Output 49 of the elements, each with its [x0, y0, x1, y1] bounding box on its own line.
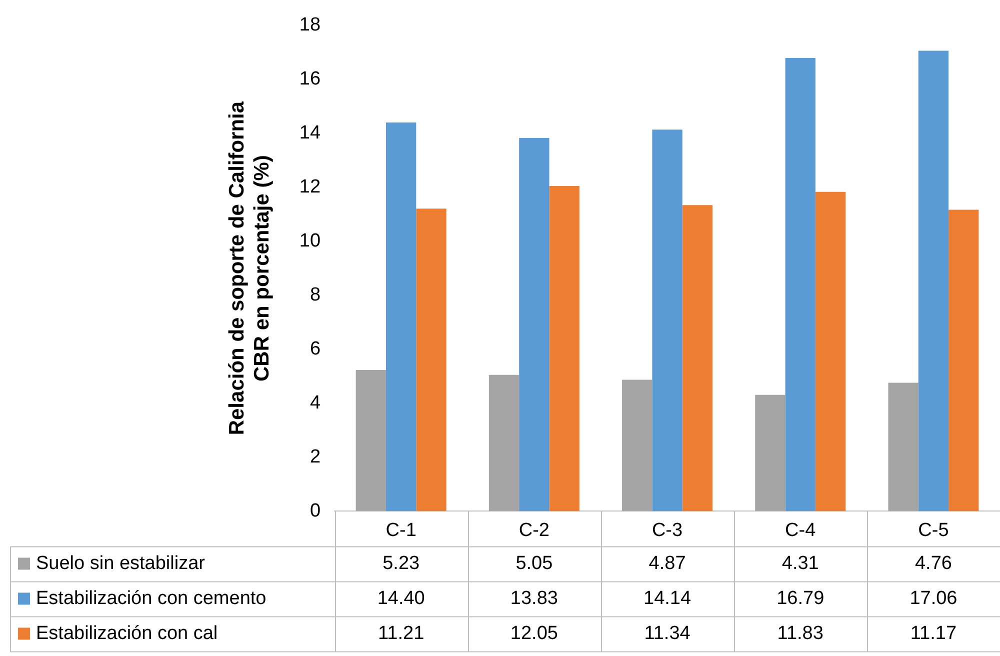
x-tick-label: C-2 [518, 520, 550, 541]
bar [652, 130, 682, 512]
y-tick-label: 8 [310, 284, 321, 306]
data-label: 11.83 [777, 622, 824, 644]
y-tick-label: 18 [299, 14, 321, 36]
data-label: 11.17 [910, 622, 957, 644]
y-tick-label: 0 [310, 500, 321, 522]
bar [682, 205, 713, 512]
y-axis-title: Relación de soporte de California CBR en porcentaje (%) [225, 101, 274, 436]
data-label: 5.05 [516, 552, 553, 574]
bar [918, 50, 949, 512]
y-tick-label: 12 [299, 176, 321, 198]
data-label: 14.40 [377, 588, 425, 609]
bar [416, 208, 446, 512]
data-label: 12.05 [510, 622, 558, 644]
legend-label: Suelo sin estabilizar [36, 552, 206, 574]
bar [622, 380, 652, 512]
bar [888, 382, 918, 512]
bar [488, 374, 520, 512]
legend-label: Estabilización con cemento [36, 588, 266, 609]
data-label: 5.23 [382, 552, 420, 574]
data-label: 13.83 [510, 588, 558, 609]
y-tick-label: 10 [299, 230, 321, 252]
y-tick-label: 6 [310, 338, 321, 360]
data-label: 17.06 [910, 588, 958, 609]
data-label: 11.21 [378, 622, 424, 644]
bar [948, 210, 979, 512]
data-label: 4.87 [648, 552, 686, 574]
data-label: 4.31 [782, 552, 819, 574]
legend-label: Estabilización con cal [36, 622, 218, 644]
bar [815, 192, 846, 512]
y-tick-label: 14 [299, 122, 321, 144]
x-tick-label: C-5 [918, 520, 949, 541]
bar [755, 394, 786, 512]
y-tick-label: 2 [310, 446, 321, 468]
data-label: 11.34 [644, 622, 691, 644]
data-label: 16.79 [776, 588, 824, 609]
x-tick-label: C-3 [652, 520, 683, 541]
data-label: 4.76 [914, 552, 952, 574]
x-tick-label: C-1 [386, 520, 416, 541]
data-label: 14.14 [643, 588, 692, 609]
bar [386, 122, 416, 512]
bar [549, 186, 580, 512]
y-tick-label: 4 [310, 392, 321, 414]
bar [785, 58, 816, 512]
x-tick-label: C-4 [785, 520, 816, 541]
bar [356, 370, 386, 512]
y-tick-label: 16 [299, 68, 321, 90]
bar [519, 138, 550, 512]
